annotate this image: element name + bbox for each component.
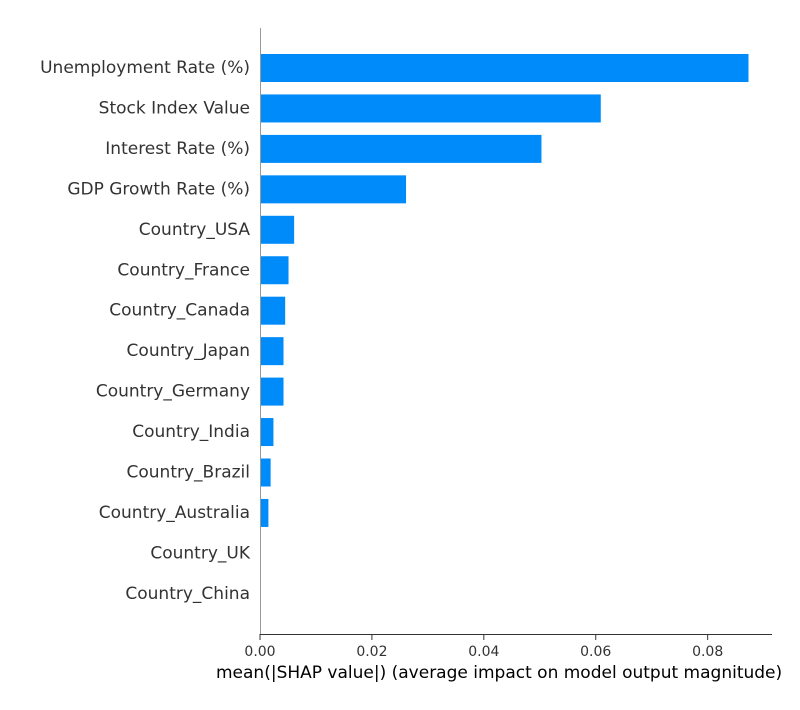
bar-6 [260,296,286,325]
category-label: Country_USA [139,220,251,240]
x-axis-title: mean(|SHAP value|) (average impact on mo… [216,663,782,683]
x-tick-label: 0.02 [356,644,387,660]
x-tick-label: 0.04 [468,644,499,660]
bar-8 [260,377,284,406]
x-tick-label: 0.00 [244,644,275,660]
bar-4 [260,215,295,244]
bar-10 [260,458,271,487]
bar-9 [260,418,274,447]
x-ticks-group: 0.00 0.02 0.04 0.06 0.08 [244,634,723,660]
bar-11 [260,498,269,527]
category-label: Unemployment Rate (%) [40,58,250,78]
category-labels-group: Unemployment Rate (%) Stock Index Value In… [40,58,251,604]
bar-3 [260,175,407,204]
category-label: Stock Index Value [99,98,250,118]
category-label: Country_Germany [96,382,250,402]
bar-7 [260,337,284,366]
category-label: Country_UK [150,543,250,563]
x-tick-label: 0.06 [580,644,611,660]
x-tick-label: 0.08 [692,644,723,660]
bar-2 [260,134,542,163]
category-label: Country_Australia [99,503,250,523]
category-label: GDP Growth Rate (%) [67,179,250,199]
bar-5 [260,256,289,285]
bar-0 [260,54,749,82]
category-label: Country_Japan [127,341,250,361]
category-label: Country_France [117,260,250,280]
category-label: Country_Canada [109,301,250,321]
bars-group [260,54,749,527]
category-label: Country_China [125,584,250,604]
bar-1 [260,94,601,123]
category-label: Country_Brazil [127,463,250,483]
category-label: Interest Rate (%) [105,139,250,159]
category-label: Country_India [132,422,250,442]
